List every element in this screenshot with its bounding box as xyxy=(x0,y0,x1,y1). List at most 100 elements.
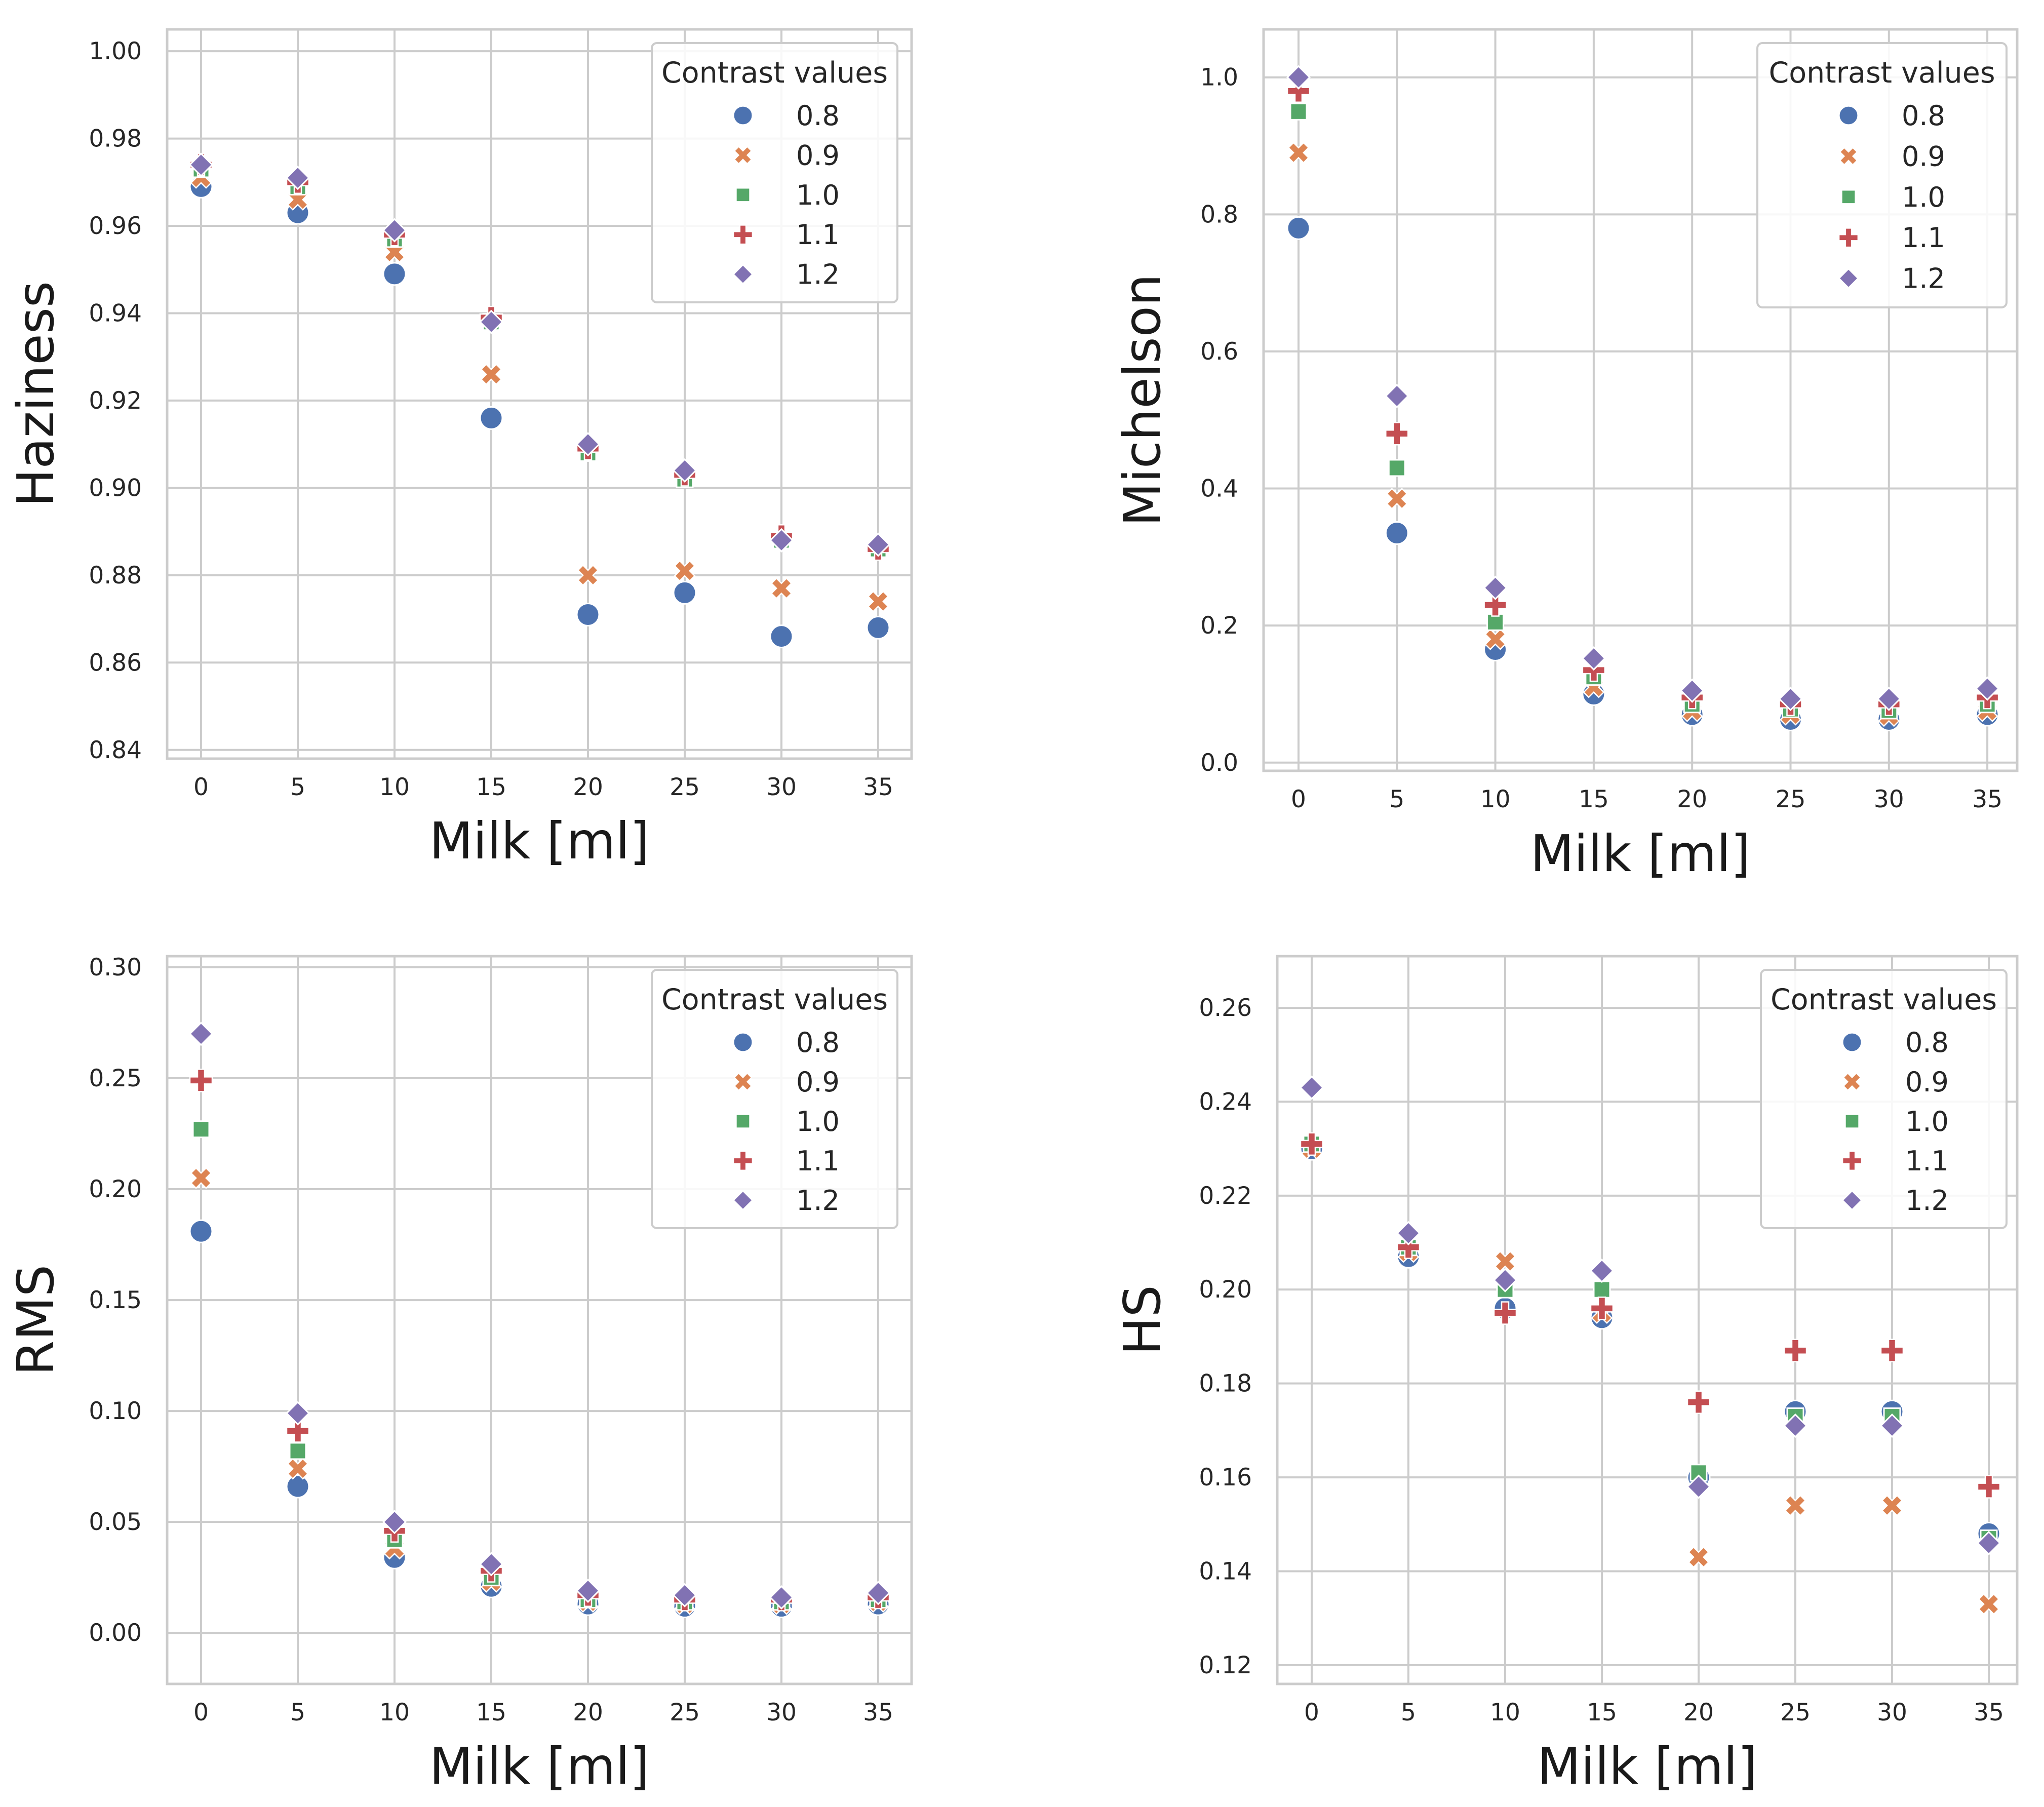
data-point xyxy=(192,1120,210,1138)
data-point xyxy=(480,363,502,385)
x-tick-label: 10 xyxy=(379,773,410,801)
data-point xyxy=(286,1419,310,1443)
x-tick-label: 30 xyxy=(1874,785,1904,813)
x-tick-label: 0 xyxy=(1291,785,1306,813)
legend-entry-label: 1.2 xyxy=(1905,1185,1949,1216)
data-point xyxy=(1396,1235,1421,1260)
legend-entry-label: 1.2 xyxy=(796,1185,840,1216)
data-point xyxy=(1783,1413,1808,1438)
x-axis-label: Milk [ml] xyxy=(1537,1737,1757,1796)
y-tick-label: 0.2 xyxy=(1200,612,1238,640)
plot-frame xyxy=(166,28,913,760)
y-axis-label: RMS xyxy=(6,1265,65,1376)
data-point xyxy=(285,166,310,190)
x-tick-label: 15 xyxy=(476,1699,506,1726)
legend-entry-label: 0.9 xyxy=(1905,1066,1949,1098)
y-axis-label: Haziness xyxy=(6,281,65,507)
series-1.2 xyxy=(188,1022,891,1610)
data-point xyxy=(769,1585,794,1610)
x-tick-label: 0 xyxy=(1304,1699,1319,1726)
y-tick-label: 0.05 xyxy=(89,1508,142,1536)
data-point xyxy=(1879,1413,1905,1438)
legend-entry-label: 0.8 xyxy=(796,1027,840,1058)
data-point xyxy=(189,1219,213,1243)
legend-entry-label: 0.8 xyxy=(1905,1027,1949,1058)
legend-entry-label: 0.8 xyxy=(796,100,840,132)
data-point xyxy=(1289,102,1308,121)
legend-title: Contrast values xyxy=(1768,56,1995,90)
legend-entry-label: 1.1 xyxy=(796,1145,840,1177)
chart-panel-1: 0 5 10 15 20 25 30 35 0.84 0.86 0.88 0.90 0.92 0.94 0.… xyxy=(6,28,913,871)
data-point xyxy=(1287,141,1310,164)
x-tick-label: 25 xyxy=(1776,785,1806,813)
data-point xyxy=(1686,1474,1711,1499)
x-tick-label: 20 xyxy=(573,773,603,801)
data-point xyxy=(479,309,504,334)
legend: Contrast values 0.8 0.9 1.0 1.1 1.2 xyxy=(1756,42,2008,308)
y-axis-label: Michelson xyxy=(1113,274,1172,526)
data-point xyxy=(189,1069,213,1092)
x-tick-label: 15 xyxy=(476,773,506,801)
data-point xyxy=(1286,65,1311,90)
y-tick-label: 0.8 xyxy=(1200,201,1238,228)
data-point xyxy=(1680,678,1705,703)
data-point xyxy=(866,615,890,640)
legend-marker-icon xyxy=(1838,227,1859,248)
data-point xyxy=(1386,488,1408,510)
chart-panel-4: 0 5 10 15 20 25 30 35 0.12 0.14 0.16 0.18 0.20 0.22 0.… xyxy=(1113,955,2019,1796)
data-point xyxy=(190,1167,212,1189)
y-tick-label: 0.24 xyxy=(1199,1088,1252,1116)
data-point xyxy=(1286,216,1311,240)
legend-entry-label: 1.1 xyxy=(796,219,840,251)
y-tick-label: 0.92 xyxy=(89,387,142,415)
plot-frame xyxy=(1262,28,2019,772)
y-tick-label: 0.25 xyxy=(89,1065,142,1092)
data-point xyxy=(1299,1075,1324,1100)
data-point xyxy=(188,1022,214,1046)
x-tick-label: 30 xyxy=(1877,1699,1907,1726)
legend-marker-icon xyxy=(1841,1190,1863,1211)
x-tick-label: 10 xyxy=(1490,1699,1520,1726)
data-point xyxy=(1483,575,1508,600)
y-tick-label: 0.14 xyxy=(1199,1557,1252,1585)
data-point xyxy=(1687,1546,1710,1568)
series-1.2 xyxy=(1286,65,2000,712)
x-tick-label: 10 xyxy=(1480,785,1511,813)
y-tick-label: 0.20 xyxy=(89,1175,142,1203)
legend-entry-label: 1.1 xyxy=(1905,1145,1949,1177)
y-tick-label: 0.26 xyxy=(1199,994,1252,1022)
y-tick-label: 0.98 xyxy=(89,125,142,153)
data-point xyxy=(674,560,696,582)
x-tick-label: 25 xyxy=(670,1699,700,1726)
data-points xyxy=(188,1022,891,1619)
data-point xyxy=(285,1401,310,1426)
y-axis-label: HS xyxy=(1113,1285,1172,1355)
data-point xyxy=(188,152,214,177)
y-tick-label: 0.10 xyxy=(89,1397,142,1425)
y-tick-label: 1.0 xyxy=(1200,64,1238,92)
data-point xyxy=(577,564,599,586)
data-points xyxy=(1299,1075,2001,1615)
x-tick-label: 15 xyxy=(1587,1699,1617,1726)
legend-entry-label: 1.1 xyxy=(1902,222,1945,254)
legend-entry-label: 1.0 xyxy=(1902,181,1945,213)
data-point xyxy=(286,1474,310,1499)
data-point xyxy=(479,1552,504,1577)
data-points xyxy=(1286,65,2000,732)
y-tick-label: 1.00 xyxy=(89,37,142,65)
plot-frame xyxy=(166,955,913,1685)
data-point xyxy=(1590,1297,1614,1320)
data-point xyxy=(1876,686,1901,712)
data-point xyxy=(1494,1250,1516,1273)
legend-marker-icon xyxy=(1841,189,1856,205)
y-tick-label: 0.15 xyxy=(89,1286,142,1314)
x-tick-label: 5 xyxy=(1401,1699,1416,1726)
y-tick-label: 0.96 xyxy=(89,212,142,240)
legend-title: Contrast values xyxy=(661,983,888,1016)
legend-marker-icon xyxy=(735,187,751,203)
x-tick-label: 0 xyxy=(193,773,209,801)
data-point xyxy=(1977,1475,2001,1499)
y-tick-label: 0.12 xyxy=(1199,1652,1252,1679)
legend-marker-icon xyxy=(1842,1032,1862,1052)
legend-marker-icon xyxy=(733,1151,753,1171)
